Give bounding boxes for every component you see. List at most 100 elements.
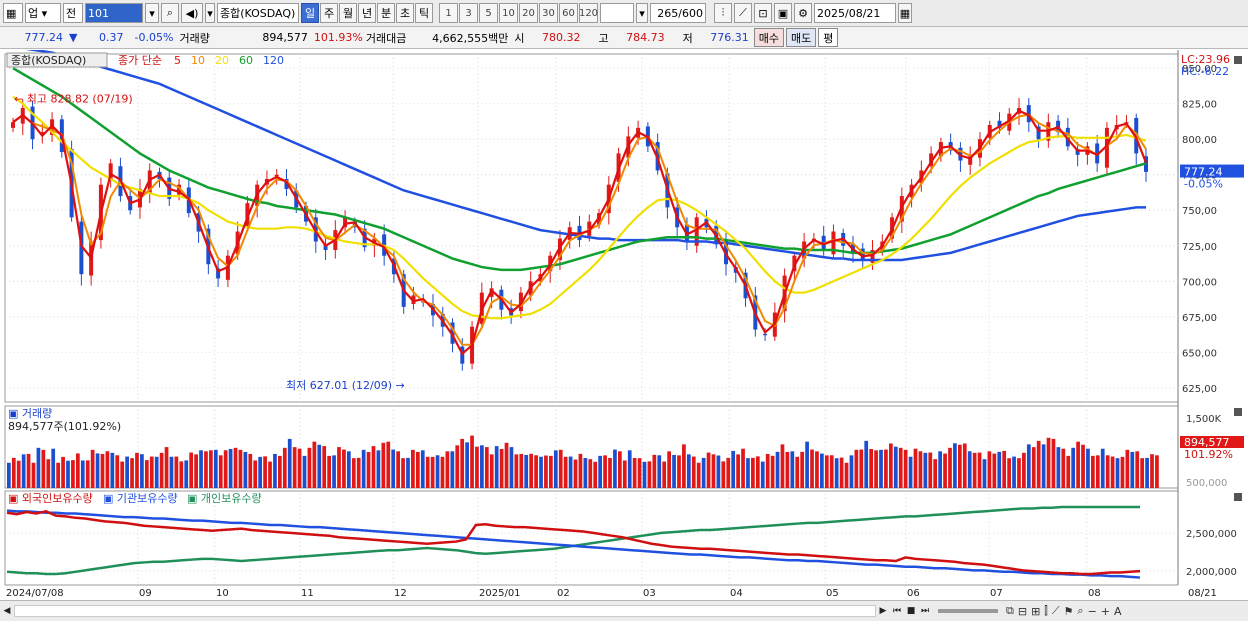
interval-tab-3[interactable]: 10 (499, 3, 518, 23)
interval-dropdown-icon[interactable]: ▾ (636, 3, 648, 23)
institution-line (6, 509, 1141, 579)
search-icon[interactable]: ⌕ (161, 3, 179, 23)
layout-icon[interactable]: ⊟ (1017, 604, 1028, 618)
volume-bar (346, 451, 351, 488)
volume-bar (617, 451, 622, 488)
compare-icon[interactable]: ⊞ (1031, 604, 1041, 618)
volume-bar (1041, 444, 1046, 488)
volume-bar (287, 438, 292, 488)
menu-chevron-icon[interactable]: ▾ (205, 3, 215, 23)
zoom-in-icon[interactable]: + (1100, 604, 1111, 618)
market-select[interactable]: 업 ▾ (25, 3, 61, 23)
interval-tab-4[interactable]: 20 (519, 3, 538, 23)
speaker-icon[interactable]: ◀) (181, 3, 203, 23)
x-label-2: 10 (216, 588, 229, 599)
zoom-out-icon[interactable]: − (1087, 604, 1097, 618)
signal-icon[interactable]: ⚑ (1063, 604, 1074, 618)
index-name: 종합(KOSDAQ) (217, 3, 299, 23)
count-field[interactable]: 265/600 (650, 3, 706, 23)
date-picker-icon[interactable]: ▦ (898, 3, 912, 23)
code-input[interactable]: 101 (85, 3, 143, 23)
forward-icon[interactable]: ⏭ (920, 606, 930, 616)
volume-bar (36, 447, 41, 488)
candle-body (694, 217, 699, 246)
last-price-label: 777.24 (1184, 166, 1223, 179)
volume-bar (746, 458, 750, 488)
volume-bar (342, 449, 346, 488)
trend-icon[interactable]: ⟋ (1051, 604, 1060, 617)
indicator-icon[interactable]: ⫿ (1044, 604, 1048, 617)
interval-tabs: 1 3 5 10 20 30 60 120 (439, 3, 598, 23)
grid-icon[interactable]: ▦ (3, 3, 23, 23)
rewind-icon[interactable]: ⏮ (892, 606, 902, 616)
period-tab-5[interactable]: 초 (396, 3, 414, 23)
volume-bar (593, 461, 598, 488)
volume-bar (406, 457, 410, 488)
buy-button[interactable]: 매수 (753, 28, 784, 47)
interval-tab-5[interactable]: 30 (539, 3, 558, 23)
bar-type-icon[interactable]: ⫶ (714, 3, 732, 23)
ma-legend-4: 120 (263, 54, 284, 67)
interval-custom-field[interactable] (600, 3, 634, 23)
volume-bar (1110, 456, 1115, 488)
candle-body (1134, 117, 1139, 154)
period-tab-6[interactable]: 틱 (415, 3, 433, 23)
font-size-icon[interactable]: A (1114, 604, 1122, 618)
interval-tab-0[interactable]: 1 (439, 3, 458, 23)
y-axis-strip (1178, 50, 1248, 600)
market-label: 업 (28, 7, 39, 20)
x-label-11: 07 (990, 588, 1003, 599)
volume-bar (913, 448, 918, 488)
interval-tab-2[interactable]: 5 (479, 3, 498, 23)
lock-icon[interactable]: ⊡ (754, 3, 772, 23)
volume-bar (785, 451, 790, 488)
chart-area[interactable]: 850,00825,00800,00775,00750,00725,00700,… (0, 50, 1248, 600)
volume-bar (371, 446, 376, 488)
volume-bar (1066, 455, 1071, 488)
interval-tab-6[interactable]: 60 (559, 3, 578, 23)
period-tab-0[interactable]: 일 (301, 3, 319, 23)
gear-icon[interactable]: ⚙ (794, 3, 812, 23)
scroll-right-icon[interactable]: ▶ (879, 606, 887, 616)
date-field[interactable]: 2025/08/21 (814, 3, 896, 23)
volume-bar (21, 454, 26, 488)
price-tick-8: 650,00 (1182, 348, 1217, 359)
scroll-left-icon[interactable]: ◀ (3, 606, 11, 616)
volume-bar (943, 453, 947, 488)
save-icon[interactable]: ▣ (774, 3, 792, 23)
volume-bar (780, 444, 785, 488)
x-label-0: 2024/07/08 (6, 588, 64, 599)
volume-bar (297, 448, 302, 488)
eval-button[interactable]: 평 (818, 28, 839, 47)
interval-tab-1[interactable]: 3 (459, 3, 478, 23)
period-tab-3[interactable]: 년 (358, 3, 376, 23)
stop-icon[interactable]: ■ (906, 606, 916, 616)
draw-tool-icon[interactable]: ⟋ (734, 3, 752, 23)
volume-bar (179, 461, 184, 488)
volume-bar (460, 438, 465, 488)
volume-bar (174, 456, 179, 488)
period-tab-4[interactable]: 분 (377, 3, 395, 23)
chevron-down-icon[interactable]: ▾ (145, 3, 159, 23)
volume-bar (1120, 456, 1125, 488)
volume-bar (302, 455, 307, 488)
volume-bar (558, 449, 563, 488)
sell-button[interactable]: 매도 (785, 28, 817, 47)
ma-legend-0: 5 (174, 54, 181, 67)
window-icon[interactable]: ⧉ (1006, 604, 1014, 617)
volume-bar (61, 456, 65, 488)
volume-bar (95, 453, 100, 488)
horizontal-scrollbar[interactable] (14, 605, 876, 617)
interval-tab-7[interactable]: 120 (579, 3, 598, 23)
magnifier-icon[interactable]: ⌕ (1077, 604, 1084, 617)
period-tab-2[interactable]: 월 (339, 3, 357, 23)
volume-bar (608, 458, 612, 488)
zoom-slider[interactable] (938, 609, 998, 613)
period-tab-1[interactable]: 주 (320, 3, 338, 23)
x-label-1: 09 (139, 588, 152, 599)
volume-last-pct: 101.92% (1184, 448, 1233, 461)
price-tick-5: 725,00 (1182, 242, 1217, 253)
candle-body (450, 322, 455, 344)
volume-bar (465, 442, 469, 488)
prev-button[interactable]: 전 (63, 3, 83, 23)
